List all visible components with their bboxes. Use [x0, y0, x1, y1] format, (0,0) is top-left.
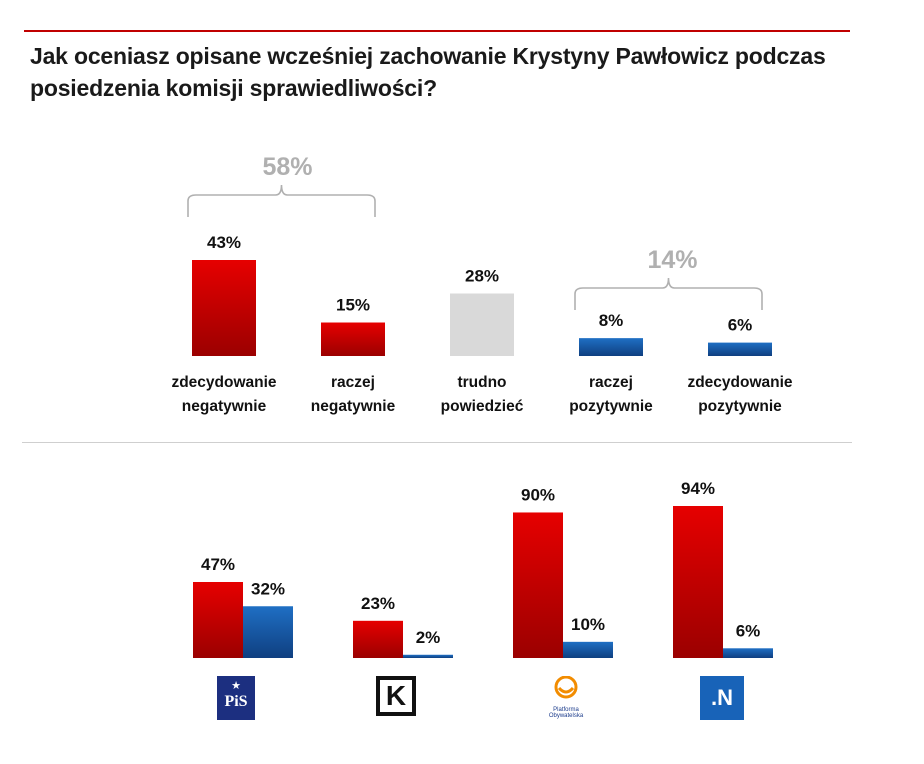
bar-2 — [450, 293, 514, 356]
party-value-label-3-0: 94% — [681, 479, 715, 498]
category-label-3-1: pozytywnie — [569, 398, 653, 415]
value-label-2: 28% — [465, 266, 499, 285]
po-logo-text-1: Platforma — [553, 707, 579, 713]
party-value-label-3-1: 6% — [736, 621, 761, 640]
bar-0 — [192, 260, 256, 356]
pis-logo-text: PiS — [224, 693, 248, 710]
category-label-3-0: raczej — [589, 374, 633, 391]
party-bar-2-0 — [513, 512, 563, 658]
category-label-2-0: trudno — [457, 374, 506, 391]
bar-4 — [708, 342, 772, 356]
pis-star-icon: ★ — [231, 680, 241, 692]
category-label-4-0: zdecydowanie — [687, 374, 792, 391]
pis-logo: ★ PiS — [217, 676, 255, 720]
section-divider — [22, 442, 852, 443]
party-value-label-1-0: 23% — [361, 594, 395, 613]
value-label-4: 6% — [728, 316, 753, 335]
category-label-0-0: zdecydowanie — [171, 374, 276, 391]
title-rule — [24, 30, 850, 32]
category-label-2-1: powiedzieć — [441, 398, 524, 415]
value-label-0: 43% — [207, 233, 241, 252]
category-label-4-1: pozytywnie — [698, 398, 782, 415]
party-value-label-0-1: 32% — [251, 579, 285, 598]
party-bar-0-0 — [193, 582, 243, 658]
bar-3 — [579, 338, 643, 356]
party-bar-3-1 — [723, 648, 773, 658]
party-value-label-1-1: 2% — [416, 628, 441, 647]
category-label-1-1: negatywnie — [311, 398, 396, 415]
value-label-3: 8% — [599, 311, 624, 330]
group-total-0: 58% — [262, 153, 312, 181]
party-bar-2-1 — [563, 641, 613, 658]
po-smile-icon — [554, 675, 578, 699]
party-bar-3-0 — [673, 506, 723, 658]
party-bar-0-1 — [243, 606, 293, 658]
group-bracket-1 — [574, 277, 763, 310]
party-value-label-2-1: 10% — [571, 615, 605, 634]
category-label-0-1: negatywnie — [182, 398, 267, 415]
kukiz-logo-text: K — [380, 680, 412, 712]
party-bar-1-1 — [403, 654, 453, 658]
bar-1 — [321, 322, 385, 356]
party-bar-1-0 — [353, 620, 403, 658]
party-chart: 47% 32% 23% 2% 90% 10% 94% 6% — [193, 479, 773, 658]
po-logo: Platforma Obywatelska — [544, 675, 588, 720]
group-bracket-0 — [187, 184, 376, 217]
po-logo-text-2: Obywatelska — [548, 713, 584, 719]
group-total-1: 14% — [647, 246, 697, 274]
party-value-label-2-0: 90% — [521, 485, 555, 504]
category-label-1-0: raczej — [331, 374, 375, 391]
value-label-1: 15% — [336, 296, 370, 315]
chart-title: Jak oceniasz opisane wcześniej zachowani… — [30, 43, 826, 101]
opinion-chart: 43% zdecydowanie negatywnie 15% raczej negaty… — [171, 153, 792, 415]
kukiz-logo: K — [376, 676, 416, 716]
party-value-label-0-0: 47% — [201, 555, 235, 574]
nowoczesna-logo: .N — [700, 676, 744, 720]
